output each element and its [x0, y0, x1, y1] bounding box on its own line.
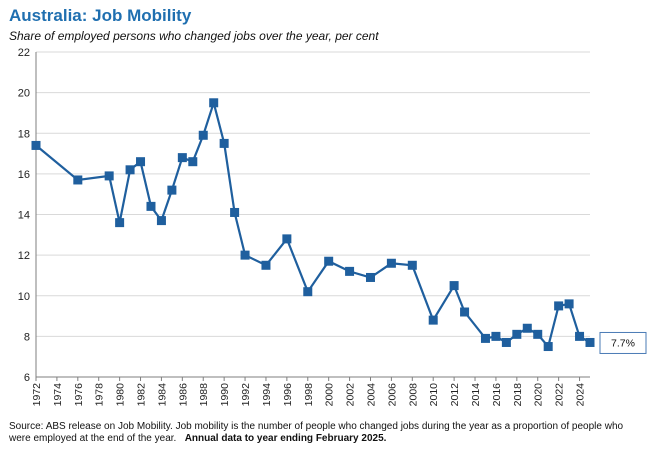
x-tick-label-2010: 2010: [428, 383, 440, 407]
data-point-1991: [230, 207, 240, 217]
data-point-1980: [115, 218, 125, 228]
x-tick-label-2006: 2006: [386, 383, 398, 407]
data-point-2023: [564, 299, 574, 309]
y-tick-label-20: 20: [18, 88, 30, 100]
y-tick-label-18: 18: [18, 128, 30, 140]
data-point-2013: [460, 307, 470, 317]
x-tick-label-1982: 1982: [136, 383, 148, 407]
y-tick-label-22: 22: [18, 47, 30, 59]
data-point-1988: [198, 130, 208, 140]
data-point-1982: [136, 157, 146, 167]
x-tick-label-2000: 2000: [324, 383, 336, 407]
data-point-2024: [575, 331, 585, 341]
y-tick-label-14: 14: [18, 210, 30, 222]
data-point-2018: [512, 329, 522, 339]
data-point-1979: [104, 171, 114, 181]
x-tick-label-1994: 1994: [261, 383, 273, 407]
data-point-2019: [522, 323, 532, 333]
annual-data-note: Annual data to year ending February 2025…: [184, 433, 387, 444]
x-tick-label-1986: 1986: [177, 383, 189, 407]
data-point-2004: [365, 272, 375, 282]
data-point-2022: [554, 301, 564, 311]
data-point-2015: [480, 333, 490, 343]
annotation-label-0: 7.7%: [611, 337, 635, 349]
x-tick-label-2024: 2024: [575, 383, 587, 407]
x-tick-label-1996: 1996: [282, 383, 294, 407]
x-tick-label-1988: 1988: [198, 383, 210, 407]
data-point-1976: [73, 175, 83, 185]
data-point-2012: [449, 281, 459, 291]
x-tick-label-2018: 2018: [512, 383, 524, 407]
x-tick-label-2014: 2014: [470, 383, 482, 407]
data-point-1984: [156, 216, 166, 226]
data-point-1990: [219, 138, 229, 148]
x-tick-label-2016: 2016: [491, 383, 503, 407]
data-point-1986: [177, 153, 187, 163]
x-tick-label-2008: 2008: [407, 383, 419, 407]
chart-subtitle: Share of employed persons who changed jo…: [9, 29, 379, 43]
x-tick-label-1974: 1974: [52, 383, 64, 407]
annotation-box-0: [599, 331, 647, 354]
y-tick-label-8: 8: [24, 331, 30, 343]
data-point-2025: [585, 337, 595, 347]
data-point-1998: [303, 287, 313, 297]
data-point-2021: [543, 342, 553, 352]
x-tick-label-1976: 1976: [73, 383, 85, 407]
data-point-1985: [167, 185, 177, 195]
x-tick-label-1978: 1978: [94, 383, 106, 407]
x-tick-label-2012: 2012: [449, 383, 461, 407]
data-point-1983: [146, 201, 156, 211]
data-point-2020: [533, 329, 543, 339]
chart-title: Australia: Job Mobility: [9, 6, 192, 25]
data-point-2010: [428, 315, 438, 325]
data-point-2016: [491, 331, 501, 341]
x-tick-label-2004: 2004: [365, 383, 377, 407]
data-point-1981: [125, 165, 135, 175]
data-point-1989: [209, 98, 219, 108]
source-text: Source: ABS release on Job Mobility. Job…: [9, 421, 624, 444]
x-tick-label-1980: 1980: [115, 383, 127, 407]
x-tick-label-1992: 1992: [240, 383, 252, 407]
data-point-1992: [240, 250, 250, 260]
data-point-2006: [386, 258, 396, 268]
x-tick-label-2020: 2020: [533, 383, 545, 407]
data-point-2008: [407, 260, 417, 270]
x-tick-label-1998: 1998: [303, 383, 315, 407]
x-tick-label-2022: 2022: [554, 383, 566, 407]
x-tick-label-1990: 1990: [219, 383, 231, 407]
x-tick-label-1984: 1984: [156, 383, 168, 407]
data-point-1996: [282, 234, 292, 244]
x-tick-label-1972: 1972: [31, 383, 43, 407]
data-point-2002: [345, 266, 355, 276]
data-point-1972: [31, 140, 41, 150]
y-tick-label-12: 12: [18, 250, 30, 262]
x-tick-label-2002: 2002: [345, 383, 357, 407]
data-point-1994: [261, 260, 271, 270]
y-tick-label-10: 10: [18, 291, 30, 303]
source-note: Source: ABS release on Job Mobility. Job…: [9, 421, 639, 445]
y-tick-label-6: 6: [24, 372, 30, 384]
data-point-1987: [188, 157, 198, 167]
data-point-2017: [501, 337, 511, 347]
data-point-2000: [324, 256, 334, 266]
y-tick-label-16: 16: [18, 169, 30, 181]
